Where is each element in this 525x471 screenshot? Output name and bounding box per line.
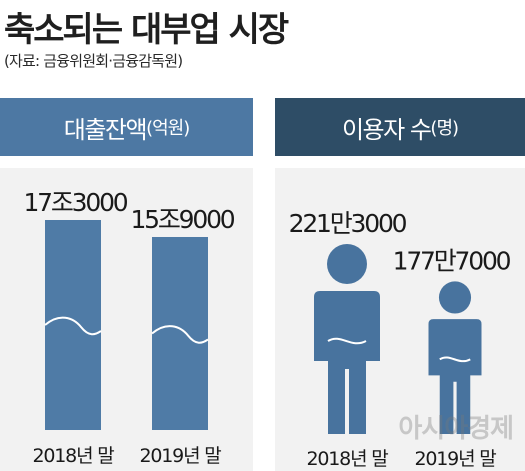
loan-value-label: 17조3000	[23, 188, 127, 217]
users-category-label: 2018년 말	[307, 448, 389, 470]
loan-category-label: 2018년 말	[33, 445, 115, 467]
loan-bar	[45, 220, 101, 430]
users-value-label: 221만3000	[289, 209, 407, 238]
loan-bar	[152, 236, 208, 430]
loan-bar-break-line	[151, 325, 209, 344]
users-panel-title: 이용자 수	[341, 115, 432, 144]
watermark: 아시아경제	[398, 414, 514, 444]
users-value-label: 177만7000	[393, 246, 511, 275]
loan-panel-background	[0, 168, 253, 471]
person-icon	[428, 281, 482, 434]
loan-panel-header: 대출잔액 (억원)	[0, 98, 253, 156]
person-icon	[314, 244, 380, 434]
loan-value-label: 15조9000	[130, 205, 234, 234]
loan-panel-unit: (억원)	[146, 118, 190, 139]
loan-category-label: 2019년 말	[140, 445, 222, 467]
users-panel-header: 이용자 수 (명)	[275, 98, 525, 156]
users-panel-unit: (명)	[430, 118, 459, 139]
chart-title: 축소되는 대부업 시장	[4, 10, 289, 50]
loan-panel-title: 대출잔액	[63, 115, 148, 144]
loan-bar-break-line	[44, 316, 102, 336]
source-note: (자료: 금융위원회·금융감독원)	[4, 52, 183, 70]
users-category-label: 2019년 말	[415, 448, 497, 470]
